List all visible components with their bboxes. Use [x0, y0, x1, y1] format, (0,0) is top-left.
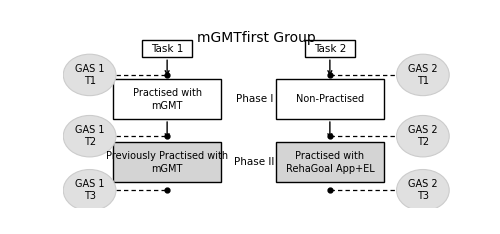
Bar — [276, 143, 384, 182]
Text: Task 2: Task 2 — [314, 44, 346, 54]
Ellipse shape — [396, 169, 449, 211]
Ellipse shape — [396, 54, 449, 96]
Bar — [142, 40, 192, 57]
Text: GAS 2
T1: GAS 2 T1 — [408, 64, 438, 86]
Text: Previously Practised with
mGMT: Previously Practised with mGMT — [106, 151, 228, 174]
Text: GAS 1
T1: GAS 1 T1 — [75, 64, 104, 86]
Text: Task 1: Task 1 — [151, 44, 184, 54]
Bar — [113, 143, 222, 182]
Ellipse shape — [64, 169, 116, 211]
Bar — [276, 79, 384, 119]
Text: mGMTfirst Group: mGMTfirst Group — [197, 31, 316, 45]
Ellipse shape — [64, 54, 116, 96]
Text: GAS 2
T2: GAS 2 T2 — [408, 125, 438, 147]
Text: GAS 2
T3: GAS 2 T3 — [408, 179, 438, 201]
Text: Phase I: Phase I — [236, 94, 273, 104]
Text: Non-Practised: Non-Practised — [296, 94, 364, 104]
Text: Practised with
mGMT: Practised with mGMT — [132, 88, 202, 111]
Text: GAS 1
T2: GAS 1 T2 — [75, 125, 104, 147]
Text: Phase II: Phase II — [234, 157, 274, 167]
Ellipse shape — [64, 115, 116, 157]
Bar — [113, 79, 222, 119]
Ellipse shape — [396, 115, 449, 157]
Text: GAS 1
T3: GAS 1 T3 — [75, 179, 104, 201]
Bar — [304, 40, 355, 57]
Text: Practised with
RehaGoal App+EL: Practised with RehaGoal App+EL — [286, 151, 374, 174]
